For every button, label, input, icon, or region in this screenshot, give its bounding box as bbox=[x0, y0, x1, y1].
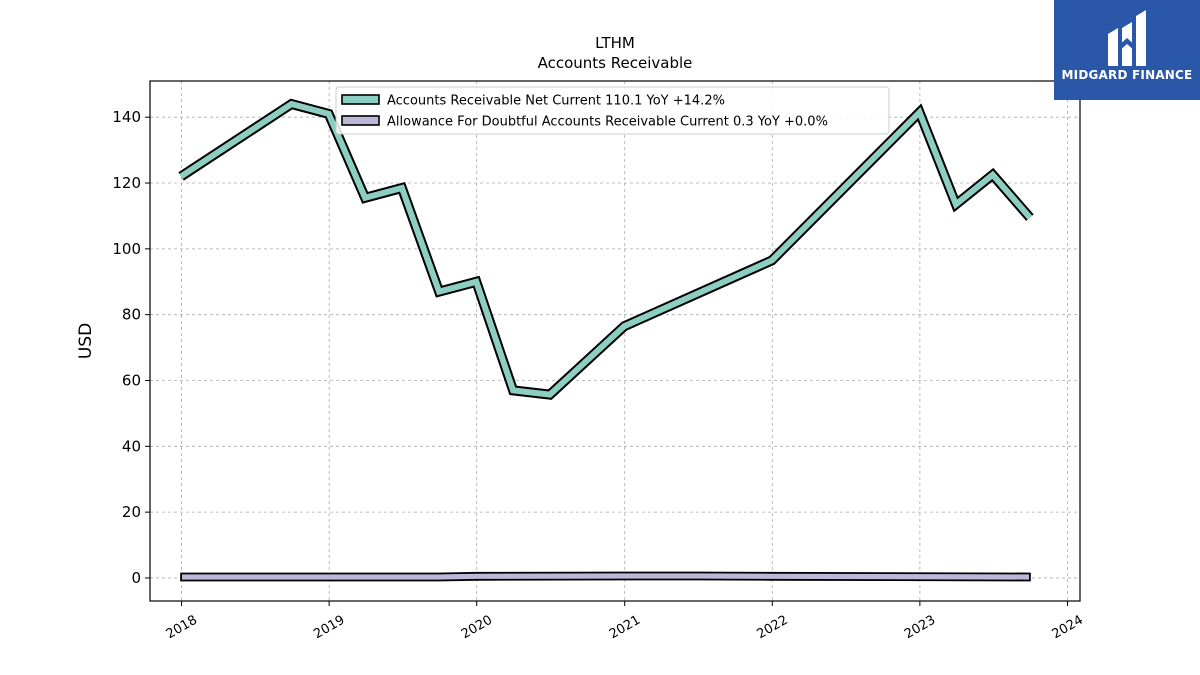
x-tick-label: 2018 bbox=[164, 613, 200, 643]
y-tick-label: 40 bbox=[122, 437, 141, 455]
plot-frame bbox=[149, 80, 1081, 602]
logo-text: MIDGARD FINANCE bbox=[1061, 68, 1193, 82]
y-tick-label: 0 bbox=[131, 569, 141, 587]
y-tick-label: 60 bbox=[122, 371, 141, 389]
logo-mark-icon bbox=[1108, 10, 1146, 66]
x-ticks: 2018 2019 2020 2021 2022 2023 2024 bbox=[164, 601, 1086, 642]
chart-subtitle: Accounts Receivable bbox=[538, 54, 693, 72]
y-tick-label: 140 bbox=[112, 108, 141, 126]
series-0-outline bbox=[178, 98, 1034, 400]
y-tick-label: 20 bbox=[122, 503, 141, 521]
x-tick-label: 2023 bbox=[902, 613, 938, 643]
y-tick-label: 120 bbox=[112, 174, 141, 192]
x-tick-label: 2022 bbox=[754, 613, 790, 643]
legend-label-1: Allowance For Doubtful Accounts Receivab… bbox=[387, 115, 828, 130]
y-tick-label: 80 bbox=[122, 306, 141, 324]
x-tick-label: 2021 bbox=[607, 613, 643, 643]
x-tick-label: 2019 bbox=[311, 613, 347, 643]
series-layer bbox=[178, 98, 1034, 582]
legend-swatch-1 bbox=[341, 115, 380, 126]
series-0-line bbox=[179, 100, 1033, 398]
legend-frame bbox=[335, 86, 890, 135]
chart-title: LTHM bbox=[595, 34, 635, 52]
legend-label-0: Accounts Receivable Net Current 110.1 Yo… bbox=[387, 94, 725, 109]
y-tick-label: 100 bbox=[112, 240, 141, 258]
x-tick-label: 2024 bbox=[1050, 613, 1086, 643]
brand-logo: MIDGARD FINANCE bbox=[1054, 0, 1200, 100]
y-axis-label: USD bbox=[76, 323, 96, 359]
x-tick-label: 2020 bbox=[459, 613, 495, 643]
legend: Accounts Receivable Net Current 110.1 Yo… bbox=[335, 86, 890, 135]
y-ticks: 0 20 40 60 80 100 120 140 bbox=[112, 108, 150, 587]
legend-swatch-0 bbox=[341, 94, 380, 105]
series-1-band bbox=[180, 571, 1031, 582]
